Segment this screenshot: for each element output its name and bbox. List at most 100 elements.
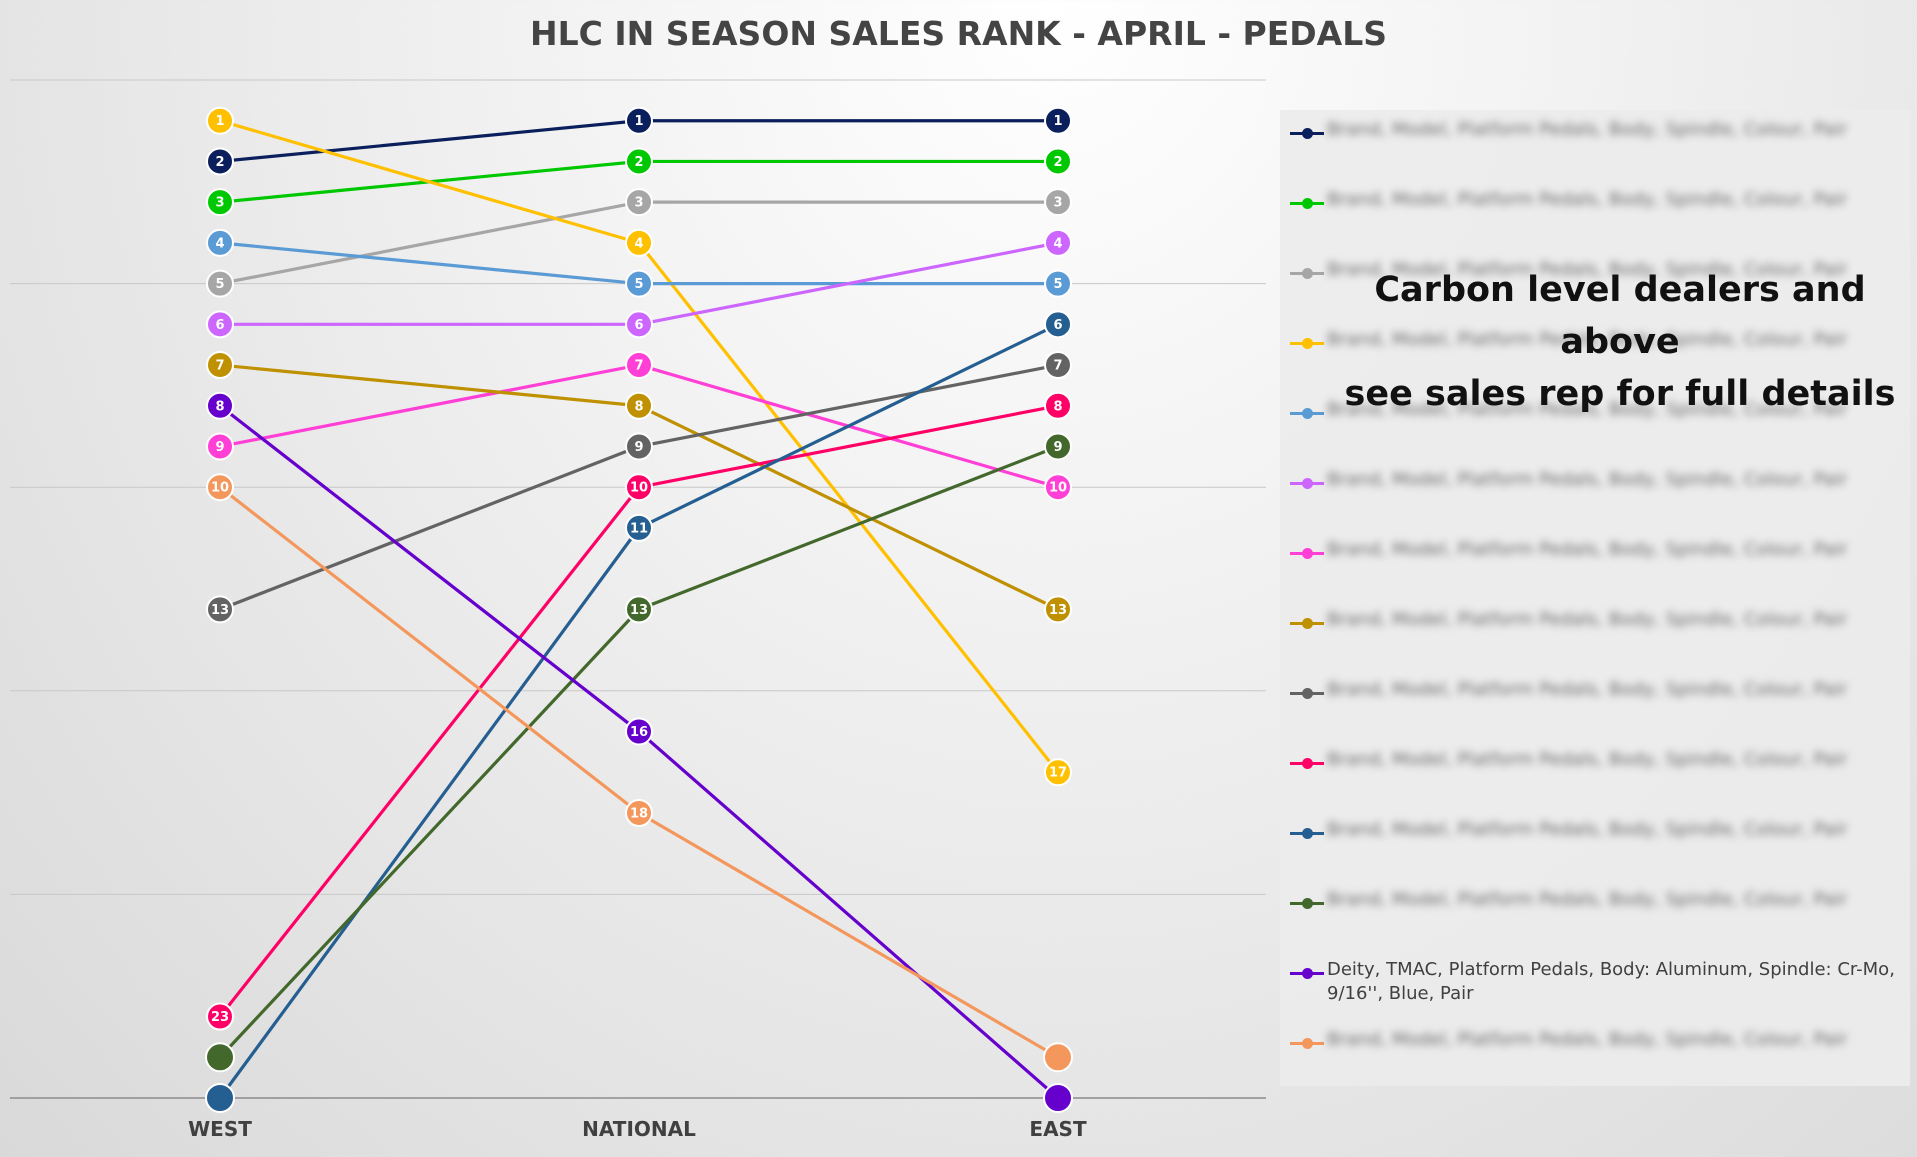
legend-swatch-dot — [1302, 898, 1313, 909]
legend-item-6: Brand, Model, Platform Pedals, Body, Spi… — [1280, 460, 1910, 500]
series-9-point-west — [206, 595, 234, 624]
legend-swatch-dot — [1302, 618, 1313, 629]
series-13-point-national — [625, 717, 653, 746]
legend-swatch-dot — [1302, 268, 1313, 279]
legend-label-redacted: Brand, Model, Platform Pedals, Body, Spi… — [1327, 539, 1848, 560]
series-10-label-west: 23 — [211, 1010, 229, 1025]
series-14-point-national — [625, 798, 653, 827]
series-11-point-national — [625, 513, 653, 542]
legend-item-2: Brand, Model, Platform Pedals, Body, Spi… — [1280, 180, 1910, 220]
legend-label-redacted: Brand, Model, Platform Pedals, Body, Spi… — [1327, 189, 1848, 210]
legend-item-5: Brand, Model, Platform Pedals, Body, Spi… — [1280, 390, 1910, 430]
legend-label: Deity, TMAC, Platform Pedals, Body: Alum… — [1327, 959, 1895, 1004]
series-1-point-west — [206, 147, 234, 176]
series-6-point-east — [1044, 228, 1072, 257]
overlay-note-line-2: see sales rep for full details — [1344, 374, 1896, 414]
legend-swatch-dot — [1302, 828, 1313, 839]
legend-label-redacted: Brand, Model, Platform Pedals, Body, Spi… — [1327, 819, 1848, 840]
series-14-label-west: 10 — [211, 481, 229, 496]
series-4-label-national: 4 — [634, 236, 643, 251]
series-13-point-east — [1043, 1083, 1073, 1113]
series-8-point-west — [206, 351, 234, 380]
series-12-point-east — [1044, 432, 1072, 461]
series-line-13 — [219, 404, 1060, 1100]
series-4-point-west — [206, 106, 234, 135]
series-1-label-east: 1 — [1053, 114, 1062, 129]
series-3-point-west — [206, 269, 234, 298]
series-2-label-west: 3 — [215, 196, 224, 211]
overlay-note-line-1: Carbon level dealers and above — [1374, 270, 1866, 362]
legend-item-13: Deity, TMAC, Platform Pedals, Body: Alum… — [1280, 950, 1910, 1004]
series-10-label-national: 10 — [630, 481, 648, 496]
legend: Brand, Model, Platform Pedals, Body, Spi… — [1280, 110, 1910, 1086]
series-line-7 — [219, 363, 1059, 489]
series-11-point-west — [205, 1083, 235, 1113]
series-6-label-east: 4 — [1053, 236, 1062, 251]
series-5-point-national — [625, 269, 653, 298]
series-4-point-national — [625, 228, 653, 257]
series-10-point-east — [1044, 391, 1072, 420]
series-8-point-east — [1044, 595, 1072, 624]
series-5-label-east: 5 — [1053, 277, 1062, 292]
series-3-point-east — [1044, 188, 1072, 217]
category-label-east: EAST — [1029, 1117, 1087, 1141]
series-11-label-national: 11 — [630, 521, 648, 536]
series-14-point-east — [1043, 1042, 1073, 1073]
legend-label-redacted: Brand, Model, Platform Pedals, Body, Spi… — [1327, 329, 1848, 350]
series-3-label-east: 3 — [1053, 196, 1062, 211]
legend-swatch-dot — [1302, 478, 1313, 489]
series-8-label-east: 13 — [1049, 603, 1067, 618]
series-line-14 — [219, 485, 1059, 1059]
legend-swatch-dot — [1302, 338, 1313, 349]
series-8-label-national: 8 — [634, 399, 643, 414]
legend-item-14: Brand, Model, Platform Pedals, Body, Spi… — [1280, 1020, 1910, 1060]
series-8-label-west: 7 — [215, 359, 224, 374]
series-14-point-west — [206, 473, 234, 502]
legend-item-7: Brand, Model, Platform Pedals, Body, Spi… — [1280, 530, 1910, 570]
series-3-point-national — [625, 188, 653, 217]
series-2-label-national: 2 — [634, 155, 643, 170]
legend-swatch-dot — [1302, 688, 1313, 699]
legend-label-redacted: Brand, Model, Platform Pedals, Body, Spi… — [1327, 399, 1848, 420]
legend-item-10: Brand, Model, Platform Pedals, Body, Spi… — [1280, 740, 1910, 780]
series-12-label-national: 13 — [630, 603, 648, 618]
series-12-point-national — [625, 595, 653, 624]
legend-label-redacted: Brand, Model, Platform Pedals, Body, Spi… — [1327, 259, 1848, 280]
legend-swatch-dot — [1302, 1038, 1313, 1049]
legend-label-redacted: Brand, Model, Platform Pedals, Body, Spi… — [1327, 119, 1848, 140]
series-6-label-national: 6 — [634, 318, 643, 333]
legend-label-redacted: Brand, Model, Platform Pedals, Body, Spi… — [1327, 889, 1848, 910]
series-2-point-west — [206, 188, 234, 217]
series-11-label-east: 6 — [1053, 318, 1062, 333]
series-2-point-east — [1044, 147, 1072, 176]
series-2-label-east: 2 — [1053, 155, 1062, 170]
series-3-label-national: 3 — [634, 196, 643, 211]
series-5-point-west — [206, 228, 234, 257]
series-13-label-national: 16 — [630, 725, 648, 740]
legend-item-1: Brand, Model, Platform Pedals, Body, Spi… — [1280, 110, 1910, 150]
series-13-label-west: 8 — [215, 399, 224, 414]
legend-label-redacted: Brand, Model, Platform Pedals, Body, Spi… — [1327, 469, 1848, 490]
series-12-label-east: 9 — [1053, 440, 1062, 455]
series-1-point-east — [1044, 106, 1072, 135]
series-4-label-east: 17 — [1049, 766, 1067, 781]
series-14-label-national: 18 — [630, 806, 648, 821]
series-1-label-national: 1 — [634, 114, 643, 129]
legend-item-12: Brand, Model, Platform Pedals, Body, Spi… — [1280, 880, 1910, 920]
legend-swatch-dot — [1302, 128, 1313, 139]
legend-item-8: Brand, Model, Platform Pedals, Body, Spi… — [1280, 600, 1910, 640]
series-6-point-national — [625, 310, 653, 339]
series-9-label-east: 7 — [1053, 359, 1062, 374]
legend-swatch-dot — [1302, 758, 1313, 769]
series-1-label-west: 2 — [215, 155, 224, 170]
series-7-point-national — [625, 351, 653, 380]
series-8-point-national — [625, 391, 653, 420]
series-5-label-national: 5 — [634, 277, 643, 292]
series-9-label-national: 9 — [634, 440, 643, 455]
series-9-point-national — [625, 432, 653, 461]
legend-label-redacted: Brand, Model, Platform Pedals, Body, Spi… — [1327, 609, 1848, 630]
legend-item-4: Brand, Model, Platform Pedals, Body, Spi… — [1280, 320, 1910, 360]
legend-item-11: Brand, Model, Platform Pedals, Body, Spi… — [1280, 810, 1910, 850]
legend-swatch-dot — [1302, 968, 1313, 979]
